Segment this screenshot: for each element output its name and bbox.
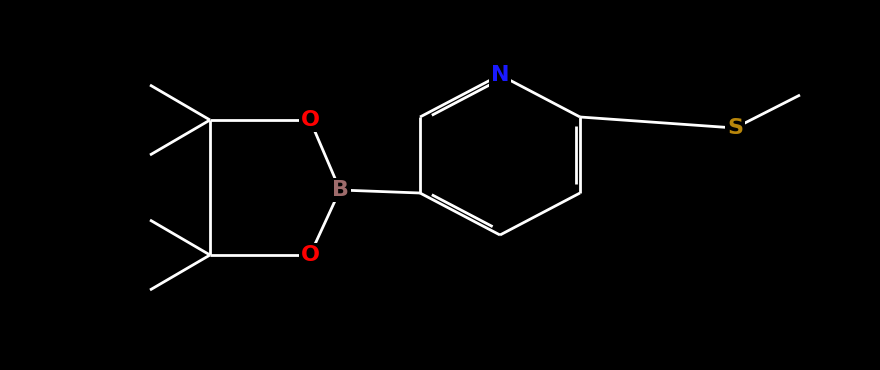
Text: S: S: [727, 118, 743, 138]
Text: O: O: [300, 110, 319, 130]
Text: N: N: [491, 65, 510, 85]
Text: B: B: [332, 180, 348, 200]
Text: O: O: [300, 245, 319, 265]
